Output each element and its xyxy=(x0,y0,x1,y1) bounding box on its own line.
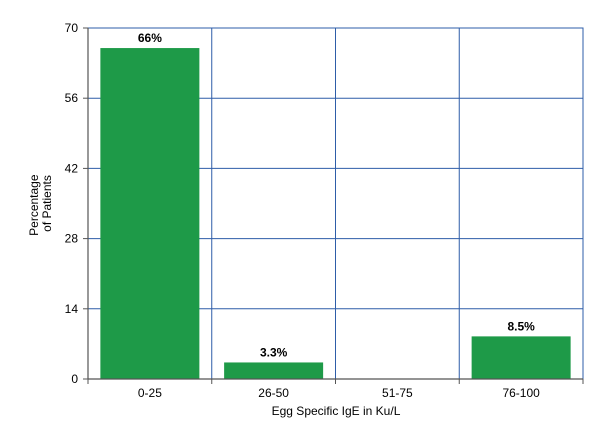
x-axis-title: Egg Specific IgE in Ku/L xyxy=(272,404,401,418)
bar xyxy=(224,362,324,379)
bars xyxy=(100,48,571,380)
x-tick-label: 0-25 xyxy=(138,386,162,400)
y-axis-title-line-1: Percentage xyxy=(27,174,41,236)
bar-data-label: 66% xyxy=(138,31,162,45)
y-tick-label: 28 xyxy=(65,232,79,246)
y-axis-title-line-2: of Patients xyxy=(40,175,54,232)
x-tick-label: 26-50 xyxy=(258,386,289,400)
y-tick-label: 14 xyxy=(65,302,79,316)
bar xyxy=(471,336,571,379)
y-tick-label: 70 xyxy=(65,21,79,35)
bar-data-label: 3.3% xyxy=(260,345,288,359)
y-tick-label: 42 xyxy=(65,161,79,175)
bar-data-label: 8.5% xyxy=(507,319,535,333)
axes xyxy=(83,27,584,384)
y-tick-label: 0 xyxy=(71,372,78,386)
y-tick-label: 56 xyxy=(65,91,79,105)
labels: 0 14 28 42 56 70 66% 0-25 3.3% 26-50 51-75 8.5% 76-1… xyxy=(65,21,540,400)
bar xyxy=(100,48,200,380)
y-axis-title: Percentage of Patients xyxy=(27,171,54,236)
x-tick-label: 76-100 xyxy=(502,386,540,400)
x-tick-label: 51-75 xyxy=(382,386,413,400)
